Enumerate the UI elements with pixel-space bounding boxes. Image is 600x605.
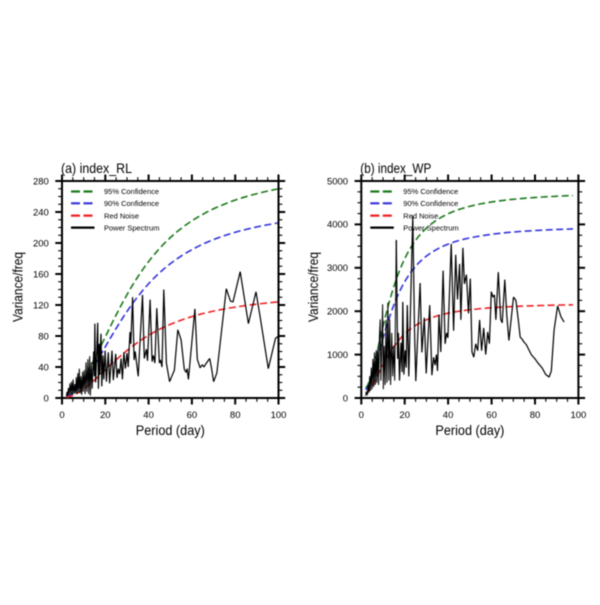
svg-text:20: 20 (100, 410, 111, 421)
svg-text:20: 20 (399, 410, 410, 421)
svg-text:0: 0 (59, 410, 64, 421)
svg-text:Power Spectrum: Power Spectrum (403, 223, 458, 232)
svg-text:200: 200 (33, 238, 49, 249)
svg-text:95% Confidence: 95% Confidence (104, 187, 159, 196)
svg-text:4000: 4000 (327, 220, 348, 231)
svg-text:40: 40 (443, 410, 454, 421)
svg-text:80: 80 (38, 331, 49, 342)
svg-text:Period (day): Period (day) (435, 422, 504, 438)
svg-text:90% Confidence: 90% Confidence (104, 199, 159, 208)
svg-text:0: 0 (343, 393, 348, 404)
svg-text:5000: 5000 (327, 176, 348, 187)
svg-text:Power Spectrum: Power Spectrum (104, 223, 159, 232)
svg-text:Red Noise: Red Noise (104, 211, 139, 220)
svg-text:Period (day): Period (day) (136, 422, 205, 438)
svg-text:3000: 3000 (327, 263, 348, 274)
svg-text:Variance/freq: Variance/freq (306, 252, 321, 322)
svg-text:160: 160 (33, 269, 49, 280)
svg-text:40: 40 (143, 410, 154, 421)
svg-text:(a) index_RL: (a) index_RL (61, 160, 132, 176)
svg-text:Variance/freq: Variance/freq (11, 252, 26, 322)
svg-text:80: 80 (530, 410, 541, 421)
svg-text:60: 60 (187, 410, 198, 421)
svg-text:100: 100 (570, 410, 586, 421)
svg-text:90% Confidence: 90% Confidence (403, 199, 458, 208)
svg-text:(b) index_WP: (b) index_WP (360, 160, 431, 176)
svg-text:2000: 2000 (327, 307, 348, 318)
svg-text:280: 280 (33, 176, 49, 187)
svg-text:100: 100 (271, 410, 287, 421)
svg-text:0: 0 (44, 393, 49, 404)
svg-text:60: 60 (486, 410, 497, 421)
svg-text:120: 120 (33, 300, 49, 311)
svg-text:240: 240 (33, 207, 49, 218)
svg-text:0: 0 (359, 410, 364, 421)
svg-text:80: 80 (230, 410, 241, 421)
svg-text:1000: 1000 (327, 350, 348, 361)
svg-text:40: 40 (38, 362, 49, 373)
svg-text:95% Confidence: 95% Confidence (403, 187, 458, 196)
svg-text:Red Noise: Red Noise (403, 211, 438, 220)
